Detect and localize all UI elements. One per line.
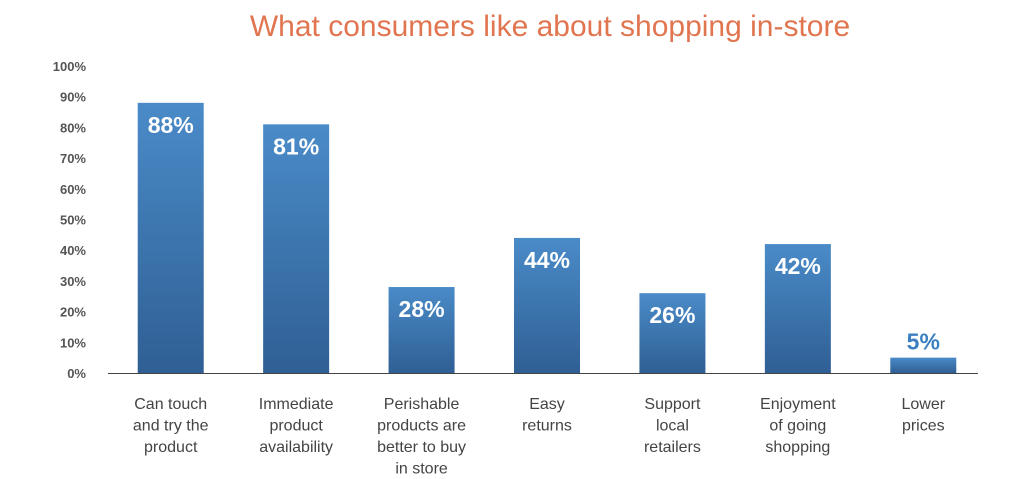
- bar: [137, 102, 204, 373]
- x-category-label: Enjoyment of going shopping: [760, 396, 836, 456]
- y-tick-label: 70%: [60, 151, 86, 166]
- y-tick-label: 0%: [67, 366, 86, 381]
- data-label: 42%: [775, 253, 821, 279]
- bars: 88% 81% 28% 44% 26% 42% 5%: [137, 102, 957, 373]
- bar: [764, 244, 831, 373]
- data-label: 26%: [649, 302, 695, 328]
- bar: [388, 287, 455, 373]
- y-tick-label: 10%: [60, 335, 86, 350]
- bar: [639, 293, 706, 373]
- data-label: 5%: [907, 329, 940, 355]
- y-tick-label: 80%: [60, 120, 86, 135]
- x-category-label: Lower prices: [901, 396, 945, 435]
- data-label: 28%: [399, 296, 445, 322]
- y-tick-label: 40%: [60, 243, 86, 258]
- y-axis: 0% 10% 20% 30% 40% 50% 60% 70% 80% 90% 100%: [53, 59, 87, 381]
- y-tick-label: 90%: [60, 90, 86, 105]
- data-label: 88%: [148, 112, 194, 138]
- x-category-label: Easy returns: [522, 396, 572, 435]
- y-tick-label: 20%: [60, 305, 86, 320]
- x-category-label: Immediate product availability: [259, 396, 334, 456]
- y-tick-label: 100%: [53, 59, 87, 74]
- bar: [514, 237, 580, 373]
- data-label: 44%: [524, 247, 570, 273]
- bar: [263, 124, 330, 373]
- bar: [890, 357, 957, 373]
- x-category-label: Can touch and try the product: [133, 396, 209, 456]
- x-axis-labels: Can touch and try the product Immediate prod…: [133, 396, 946, 478]
- chart-title: What consumers like about shopping in-st…: [250, 10, 850, 43]
- x-category-label: Support local retailers: [644, 396, 701, 456]
- x-category-label: Perishable products are better to buy in st…: [377, 396, 466, 478]
- y-tick-label: 30%: [60, 274, 86, 289]
- y-tick-label: 50%: [60, 213, 86, 228]
- y-tick-label: 60%: [60, 182, 86, 197]
- data-label: 81%: [273, 133, 319, 159]
